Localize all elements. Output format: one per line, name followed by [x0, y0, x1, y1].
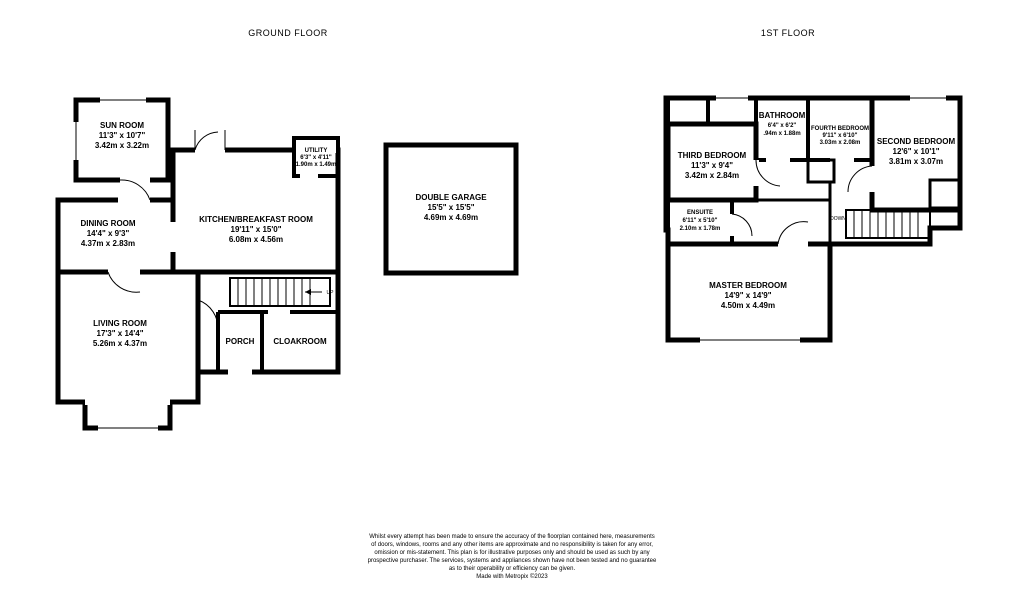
svg-text:6'3" x 4'11": 6'3" x 4'11" — [300, 155, 332, 161]
svg-text:Whilst every attempt has been: Whilst every attempt has been made to en… — [369, 534, 655, 540]
porch-label: PORCH — [226, 337, 255, 346]
first-floor: BATHROOM 6'4" x 6'2" .94m x 1.88m FOURTH… — [666, 98, 960, 340]
stairs-up-label: UP — [327, 290, 335, 296]
ground-floor-title: GROUND FLOOR — [248, 28, 328, 38]
living-room — [58, 272, 198, 428]
svg-text:.94m x 1.88m: .94m x 1.88m — [763, 131, 800, 137]
living-label: LIVING ROOM — [93, 319, 147, 328]
garage-label: DOUBLE GARAGE — [415, 193, 487, 202]
svg-text:15'5" x 15'5": 15'5" x 15'5" — [428, 203, 475, 212]
svg-text:of doors, windows, rooms and a: of doors, windows, rooms and any other i… — [371, 542, 653, 548]
svg-text:3.42m x 3.22m: 3.42m x 3.22m — [95, 141, 149, 150]
svg-text:6'4" x 6'2": 6'4" x 6'2" — [768, 123, 797, 129]
svg-text:2.10m x 1.78m: 2.10m x 1.78m — [680, 226, 721, 232]
stairs-down — [846, 210, 930, 238]
svg-text:14'9" x 14'9": 14'9" x 14'9" — [725, 291, 772, 300]
svg-text:9'11" x 6'10": 9'11" x 6'10" — [823, 133, 858, 139]
cloak-label: CLOAKROOM — [273, 337, 327, 346]
svg-text:12'6" x 10'1": 12'6" x 10'1" — [893, 147, 940, 156]
svg-text:6.08m x 4.56m: 6.08m x 4.56m — [229, 235, 283, 244]
dining-label: DINING ROOM — [80, 219, 135, 228]
master-label: MASTER BEDROOM — [709, 281, 787, 290]
kitchen-label: KITCHEN/BREAKFAST ROOM — [199, 215, 313, 224]
sun-room-label: SUN ROOM — [100, 121, 144, 130]
svg-text:4.37m x 2.83m: 4.37m x 2.83m — [81, 239, 135, 248]
svg-text:17'3" x 14'4": 17'3" x 14'4" — [97, 329, 144, 338]
svg-text:5.26m x 4.37m: 5.26m x 4.37m — [93, 339, 147, 348]
svg-text:Made with Metropix ©2023: Made with Metropix ©2023 — [476, 573, 548, 580]
bathroom-label: BATHROOM — [759, 111, 806, 120]
utility-label: UTILITY — [305, 148, 328, 154]
svg-text:as to their operability or eff: as to their operability or efficiency ca… — [449, 566, 576, 572]
svg-text:3.03m x 2.08m: 3.03m x 2.08m — [820, 140, 861, 146]
svg-text:19'11" x 15'0": 19'11" x 15'0" — [231, 225, 282, 234]
bathroom — [756, 98, 808, 160]
entry-block — [198, 272, 338, 372]
stairs-up — [230, 278, 330, 306]
floorplan-canvas: GROUND FLOOR 1ST FLOOR — [0, 0, 1024, 594]
svg-text:3.81m x 3.07m: 3.81m x 3.07m — [889, 157, 943, 166]
second-label: SECOND BEDROOM — [877, 137, 956, 146]
svg-text:4.50m x 4.49m: 4.50m x 4.49m — [721, 301, 775, 310]
third-bedroom — [668, 98, 756, 200]
svg-text:omission or mis-statement. Thi: omission or mis-statement. This plan is … — [374, 550, 649, 556]
svg-text:6'11" x 5'10": 6'11" x 5'10" — [683, 218, 718, 224]
stairs-down-label: DOWN — [830, 216, 846, 222]
svg-text:4.69m x 4.69m: 4.69m x 4.69m — [424, 213, 478, 222]
svg-text:11'3" x 10'7": 11'3" x 10'7" — [99, 131, 146, 140]
svg-text:1.90m x 1.49m: 1.90m x 1.49m — [296, 162, 337, 168]
svg-text:3.42m x 2.84m: 3.42m x 2.84m — [685, 171, 739, 180]
svg-text:prospective purchaser. The ser: prospective purchaser. The services, sys… — [368, 558, 657, 564]
svg-text:11'3" x 9'4": 11'3" x 9'4" — [691, 161, 733, 170]
svg-text:14'4" x 9'3": 14'4" x 9'3" — [87, 229, 130, 238]
ensuite-label: ENSUITE — [687, 210, 713, 216]
disclaimer-block: Whilst every attempt has been made to en… — [368, 534, 657, 580]
first-floor-title: 1ST FLOOR — [761, 28, 815, 38]
sun-room — [76, 100, 168, 180]
fourth-label: FOURTH BEDROOM — [811, 126, 869, 132]
third-label: THIRD BEDROOM — [678, 151, 747, 160]
ground-floor: SUN ROOM 11'3" x 10'7" 3.42m x 3.22m DIN… — [58, 100, 516, 428]
